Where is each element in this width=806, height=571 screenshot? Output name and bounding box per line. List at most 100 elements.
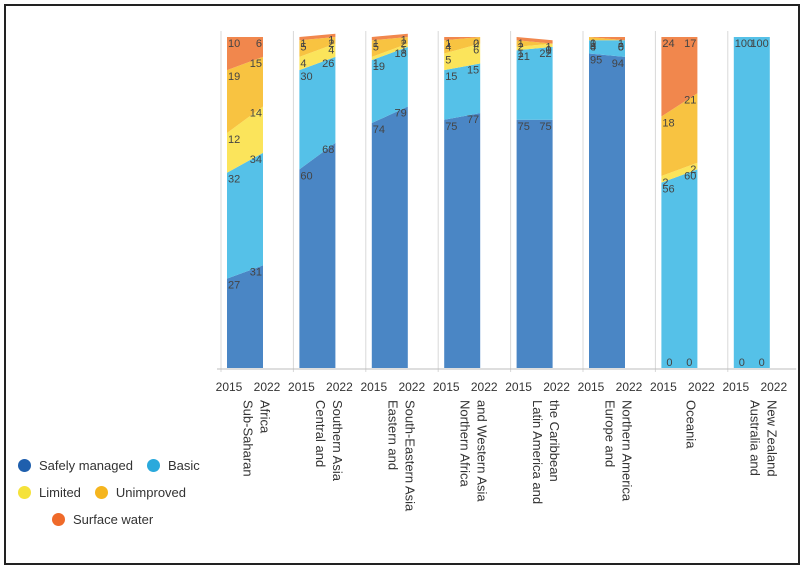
- segment-surface-water: [227, 37, 263, 71]
- data-label: 0: [590, 38, 596, 50]
- year-tick-label: 2015: [650, 380, 677, 394]
- legend-label: Basic: [167, 458, 200, 473]
- data-label: 68: [322, 144, 334, 156]
- year-tick-label: 2022: [616, 380, 643, 394]
- data-label: 4: [300, 58, 306, 70]
- data-label: 15: [445, 71, 457, 83]
- data-label: 0: [545, 45, 551, 57]
- figure-frame: 27 31 32 34 12 14 19 15 10 6 60 68 30 26 4 4 5 2 1 1 74 79 19 1…: [4, 4, 800, 565]
- data-label: 1: [618, 38, 624, 50]
- data-label: 0: [590, 41, 596, 53]
- data-label: 77: [467, 114, 479, 126]
- segment-basic: [299, 56, 336, 170]
- region-label: Europe and: [603, 400, 618, 467]
- legend-item: Unimproved: [94, 485, 187, 500]
- data-label: 6: [256, 38, 262, 50]
- data-label: 1: [401, 35, 407, 47]
- data-label: 27: [228, 280, 240, 292]
- data-label: 1: [401, 45, 407, 57]
- data-label: 17: [684, 38, 696, 50]
- segment-limited: [444, 43, 481, 71]
- data-label: 74: [373, 124, 385, 136]
- year-tick-label: 2022: [254, 380, 281, 394]
- legend-item: Surface water: [52, 512, 153, 527]
- data-label: 26: [322, 58, 334, 70]
- segment-limited: [516, 43, 553, 51]
- data-label: 1: [328, 35, 334, 47]
- year-tick-label: 2022: [471, 380, 498, 394]
- data-label: 75: [445, 121, 457, 133]
- data-label: 14: [250, 108, 262, 120]
- legend-swatch: [94, 486, 108, 499]
- data-label: 100: [750, 38, 768, 50]
- segment-unimproved: [444, 37, 481, 54]
- data-label: 21: [684, 94, 696, 106]
- segment-limited: [299, 43, 336, 71]
- segment-safely-managed: [589, 53, 625, 369]
- year-tick-label: 2022: [688, 380, 715, 394]
- segment-limited: [371, 43, 408, 61]
- year-tick-label: 2015: [288, 380, 315, 394]
- legend-label: Surface water: [73, 512, 154, 527]
- data-label: 15: [250, 58, 262, 70]
- segment-limited: [661, 162, 698, 183]
- data-label: 5: [300, 41, 306, 53]
- data-label: 2: [518, 41, 524, 53]
- segment-unimproved: [516, 40, 553, 47]
- year-tick-label: 2015: [578, 380, 605, 394]
- segment-safely-managed: [299, 142, 336, 368]
- segment-basic: [444, 63, 481, 120]
- legend-item: Limited: [18, 485, 81, 500]
- region-label: Sub-Saharan: [241, 400, 256, 477]
- data-label: 0: [618, 41, 624, 53]
- data-label: 1: [545, 41, 551, 53]
- data-label: 2: [328, 38, 334, 50]
- data-label: 18: [395, 48, 407, 60]
- region-label: Southern Asia: [330, 400, 345, 482]
- data-label: 1: [445, 38, 451, 50]
- region-label: Australia and: [747, 400, 762, 476]
- data-label: 75: [518, 121, 530, 133]
- legend-label: Safely managed: [39, 458, 133, 473]
- region-label: the Caribbean: [547, 400, 562, 482]
- data-label: 4: [328, 45, 334, 57]
- region-label: Northern America: [620, 400, 635, 502]
- data-label: 56: [662, 184, 674, 196]
- year-tick-label: 2015: [505, 380, 532, 394]
- data-label: 75: [539, 121, 551, 133]
- legend-label: Unimproved: [115, 485, 187, 500]
- year-tick-label: 2015: [216, 380, 243, 394]
- data-label: 1: [590, 38, 596, 50]
- data-label: 5: [618, 41, 624, 53]
- data-label: 0: [666, 357, 672, 369]
- data-label: 2: [690, 164, 696, 176]
- legend-swatch: [52, 513, 65, 526]
- segment-unimproved: [589, 37, 625, 41]
- data-label: 1: [545, 45, 551, 57]
- legend-swatch: [18, 459, 31, 472]
- region-label: Africa: [258, 400, 273, 434]
- data-label: 15: [467, 64, 479, 76]
- segment-basic: [516, 46, 553, 120]
- segment-surface-water: [299, 33, 336, 41]
- data-label: 1: [373, 58, 379, 70]
- year-tick-label: 2015: [360, 380, 387, 394]
- data-label: 34: [250, 154, 262, 166]
- segment-surface-water: [516, 37, 553, 44]
- data-label: 79: [395, 108, 407, 120]
- legend-label: Limited: [39, 485, 81, 500]
- segment-surface-water: [371, 33, 408, 41]
- segment-safely-managed: [227, 265, 263, 368]
- data-label: 0: [473, 38, 479, 50]
- legend-swatch: [18, 486, 31, 499]
- segment-surface-water: [589, 37, 625, 41]
- region-label: and Western Asia: [475, 400, 490, 502]
- region-label: Eastern and: [385, 400, 400, 470]
- legend-row: Surface water: [18, 506, 214, 533]
- year-tick-label: 2022: [543, 380, 570, 394]
- data-label: 2: [401, 38, 407, 50]
- segment-limited: [227, 106, 263, 173]
- segment-safely-managed: [444, 113, 481, 368]
- year-tick-label: 2022: [398, 380, 425, 394]
